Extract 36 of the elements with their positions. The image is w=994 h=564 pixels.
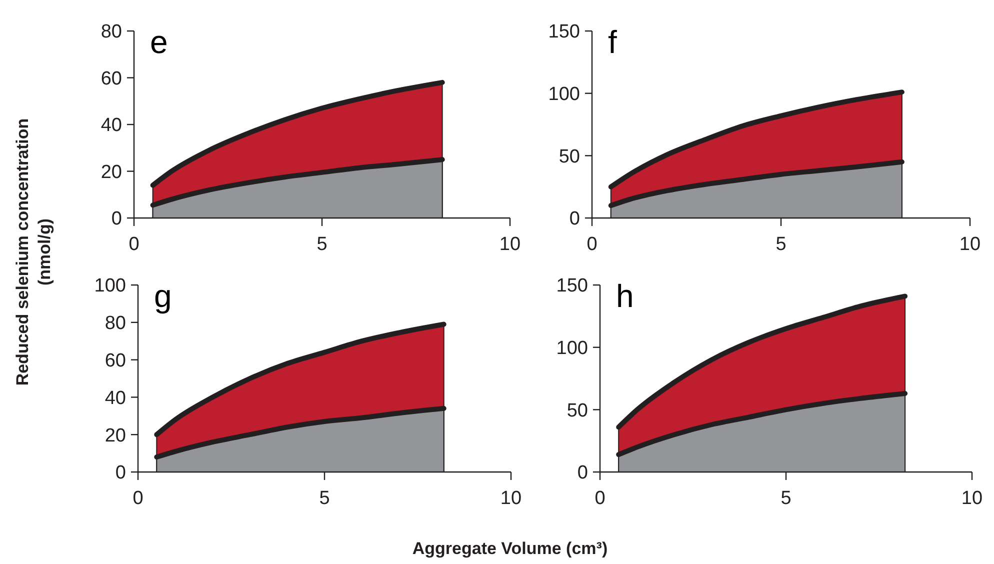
x-tick-label: 10 <box>961 488 983 509</box>
x-axis-title: Aggregate Volume (cm³) <box>412 539 608 558</box>
x-tick-label: 10 <box>500 488 522 509</box>
x-tick-label: 5 <box>780 488 792 509</box>
chart-title: f <box>608 24 617 60</box>
y-tick-label: 0 <box>577 462 588 484</box>
y-tick-label: 50 <box>566 400 588 422</box>
y-tick-label: 40 <box>100 115 122 136</box>
y-tick-label: 0 <box>115 462 126 484</box>
y-axis-title: Reduced selenium concentration (nmol/g) <box>13 118 54 386</box>
y-tick-label: 0 <box>569 208 580 230</box>
y-tick-label: 0 <box>111 208 122 230</box>
y-tick-label: 80 <box>104 313 126 334</box>
y-tick-label: 20 <box>100 162 122 183</box>
x-tick-label: 0 <box>132 488 144 509</box>
chart-title: h <box>616 278 634 314</box>
x-tick-label: 5 <box>776 234 786 255</box>
y-tick-label: 150 <box>548 22 580 43</box>
chart-title: e <box>150 24 168 60</box>
y-tick-label: 100 <box>548 84 580 105</box>
y-tick-label: 100 <box>556 338 588 359</box>
y-tick-label: 60 <box>104 350 126 372</box>
y-tick-label: 150 <box>556 276 588 297</box>
y-tick-label: 100 <box>94 276 126 297</box>
y-tick-label: 20 <box>104 425 126 446</box>
x-tick-label: 5 <box>316 234 328 255</box>
x-tick-label: 10 <box>499 234 521 255</box>
x-tick-label: 0 <box>594 488 606 509</box>
y-tick-label: 80 <box>100 22 122 43</box>
x-tick-label: 0 <box>128 234 140 255</box>
y-tick-label: 40 <box>104 388 126 409</box>
y-tick-label: 60 <box>100 68 122 90</box>
x-tick-label: 5 <box>319 488 330 509</box>
chart-title: g <box>154 278 172 314</box>
x-tick-label: 10 <box>959 234 981 255</box>
y-tick-label: 50 <box>558 146 580 168</box>
